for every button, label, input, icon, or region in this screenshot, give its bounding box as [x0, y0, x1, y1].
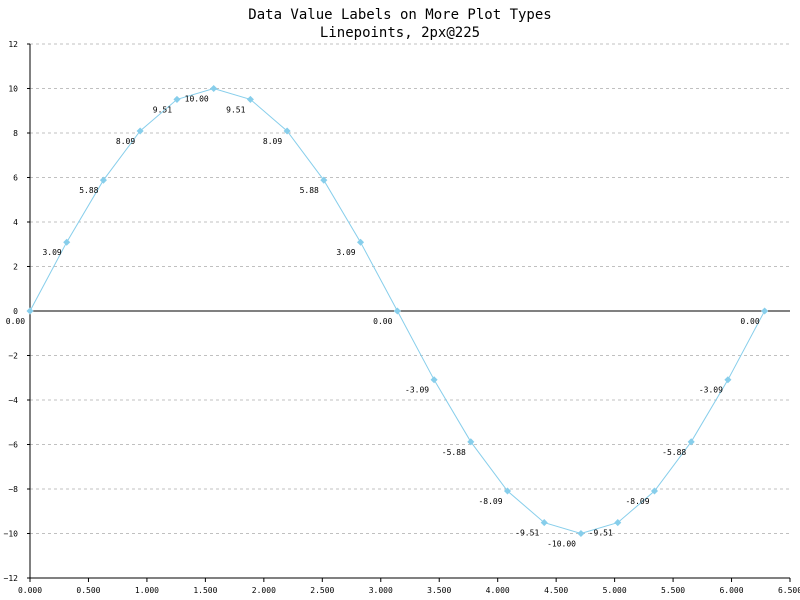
y-tick-label: 8 [13, 129, 18, 138]
data-point [320, 176, 328, 184]
data-point [577, 529, 585, 538]
data-label: 0.00 [740, 317, 759, 326]
y-tick-label: −8 [8, 485, 18, 494]
data-label: 5.88 [300, 186, 319, 195]
ticks: 12 10 8 6 4 2 0 −2 −4 −6 −8 −10 −12 0.000 0.500 1.000 1.… [4, 40, 800, 595]
data-label: 8.09 [116, 137, 135, 146]
data-point [467, 438, 475, 446]
chart-title: Data Value Labels on More Plot Types [248, 7, 551, 23]
data-label: 9.51 [153, 105, 172, 114]
y-tick-label: −10 [4, 530, 19, 539]
data-label: -5.88 [442, 448, 466, 457]
x-tick-label: 2.500 [310, 586, 334, 595]
data-label: -3.09 [405, 386, 429, 395]
data-point [761, 307, 769, 315]
y-tick-label: 4 [13, 218, 18, 227]
data-point [540, 519, 548, 527]
data-label: -5.88 [662, 448, 686, 457]
x-tick-label: 6.500 [778, 586, 800, 595]
x-tick-label: 5.000 [603, 586, 627, 595]
data-label: 3.09 [42, 248, 61, 257]
data-label: 0.00 [373, 317, 392, 326]
x-tick-label: 2.000 [252, 586, 276, 595]
data-label: 0.00 [6, 317, 25, 326]
data-point [246, 95, 254, 103]
data-point [614, 519, 622, 527]
y-tick-label: −2 [8, 352, 18, 361]
data-point [393, 307, 401, 315]
data-label: -3.09 [699, 386, 723, 395]
data-label: 8.09 [263, 137, 282, 146]
axes [29, 44, 790, 579]
data-label: 3.09 [336, 248, 355, 257]
data-points [26, 84, 769, 538]
data-point [63, 238, 71, 246]
x-tick-label: 5.500 [661, 586, 685, 595]
data-point [26, 307, 34, 315]
x-tick-label: 1.500 [193, 586, 217, 595]
data-label: -9.51 [589, 529, 613, 538]
data-label: 9.51 [226, 105, 245, 114]
data-label: -8.09 [478, 497, 502, 506]
y-tick-label: 6 [13, 174, 18, 183]
data-point [687, 438, 695, 446]
x-tick-label: 0.000 [18, 586, 42, 595]
x-tick-label: 4.000 [486, 586, 510, 595]
y-tick-label: 10 [8, 85, 18, 94]
data-label: -8.09 [625, 497, 649, 506]
data-labels: 0.00 3.09 5.88 8.09 9.51 10.00 9.51 8.09 5.88 3.0… [6, 94, 760, 548]
y-tick-label: −6 [8, 441, 18, 450]
data-point [650, 487, 659, 495]
data-label: 5.88 [79, 186, 98, 195]
data-label: -10.00 [547, 539, 576, 548]
y-tick-label: 0 [13, 307, 18, 316]
y-tick-label: 2 [13, 263, 18, 272]
data-point [357, 238, 365, 246]
data-point [99, 176, 107, 184]
data-point [283, 127, 291, 135]
x-tick-label: 3.500 [427, 586, 451, 595]
data-label: -9.51 [515, 529, 539, 538]
x-tick-label: 0.500 [76, 586, 100, 595]
chart-subtitle: Linepoints, 2px@225 [320, 25, 480, 41]
data-point [724, 376, 732, 384]
data-point [136, 127, 144, 135]
data-label: 10.00 [185, 94, 209, 103]
data-point [430, 376, 438, 384]
data-point [210, 84, 218, 93]
x-tick-label: 4.500 [544, 586, 568, 595]
y-tick-label: 12 [8, 40, 18, 49]
x-tick-label: 3.000 [369, 586, 393, 595]
data-point [503, 487, 512, 495]
grid [30, 43, 790, 534]
x-tick-label: 1.000 [135, 586, 159, 595]
y-tick-label: −12 [4, 574, 19, 583]
y-tick-label: −4 [8, 396, 18, 405]
data-point [173, 95, 181, 103]
x-tick-label: 6.000 [719, 586, 743, 595]
